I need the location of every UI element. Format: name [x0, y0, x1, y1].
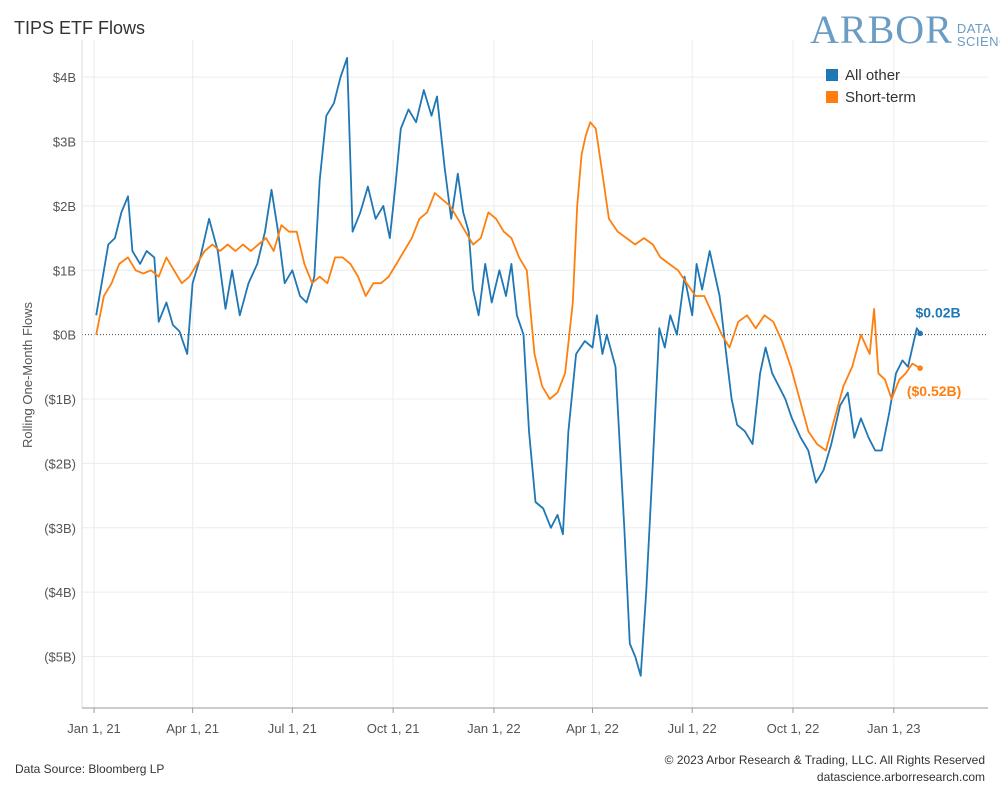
y-axis: $4B $3B $2B $1B $0B ($1B) ($2B) ($3B) ($4B) ($5B): [44, 40, 83, 708]
data-source: Data Source: Bloomberg LP: [15, 762, 165, 776]
end-labels: $0.02B ($0.52B): [907, 304, 961, 399]
legend: All other Short-term: [826, 67, 916, 106]
series-end-label: $0.02B: [915, 304, 960, 320]
legend-label: Short-term: [845, 89, 916, 106]
y-tick-label: $2B: [53, 199, 76, 214]
x-tick-label: Jul 1, 21: [268, 721, 317, 736]
series-end-marker: [917, 330, 923, 337]
y-tick-label: ($4B): [44, 585, 76, 600]
y-tick-label: $0B: [53, 328, 76, 343]
series-line-short-term: [95, 121, 921, 452]
y-tick-label: ($3B): [44, 521, 76, 536]
copyright-text: © 2023 Arbor Research & Trading, LLC. Al…: [664, 753, 985, 767]
y-tick-label: $3B: [53, 135, 76, 150]
series-line-all-other: [95, 57, 921, 677]
logo-sub-line-1: DATA: [956, 21, 992, 36]
x-tick-label: Oct 1, 22: [767, 721, 820, 736]
series-end-label: ($0.52B): [907, 383, 961, 399]
gridlines: [82, 40, 988, 708]
x-tick-label: Jan 1, 23: [867, 721, 921, 736]
y-tick-label: $4B: [53, 70, 76, 85]
legend-swatch: [826, 91, 838, 103]
series-lines: [95, 57, 923, 677]
x-tick-label: Oct 1, 21: [367, 721, 420, 736]
x-tick-label: Jul 1, 22: [668, 721, 717, 736]
logo-sub-text: DATA SCIENCE: [957, 22, 1000, 48]
site-link[interactable]: datascience.arborresearch.com: [816, 770, 985, 784]
chart-title: TIPS ETF Flows: [14, 18, 146, 38]
x-tick-label: Apr 1, 21: [166, 721, 219, 736]
x-tick-label: Jan 1, 22: [467, 721, 521, 736]
x-tick-label: Jan 1, 21: [67, 721, 121, 736]
arbor-logo: ARBOR DATA SCIENCE: [810, 6, 1000, 50]
legend-label: All other: [845, 67, 900, 84]
x-axis: Jan 1, 21 Apr 1, 21 Jul 1, 21 Oct 1, 21 Jan …: [67, 707, 988, 736]
logo-sub-line-2: SCIENCE: [956, 34, 1000, 49]
y-tick-label: ($2B): [44, 456, 76, 471]
series-end-marker: [917, 365, 923, 371]
line-chart: $4B $3B $2B $1B $0B ($1B) ($2B) ($3B) ($4B) ($5B)…: [20, 40, 988, 736]
logo-main-text: ARBOR: [810, 7, 953, 52]
footer-credits: © 2023 Arbor Research & Trading, LLC. Al…: [665, 752, 985, 786]
y-tick-label: ($1B): [44, 392, 76, 407]
x-tick-label: Apr 1, 22: [566, 721, 619, 736]
y-tick-label: $1B: [53, 263, 76, 278]
y-axis-label: Rolling One-Month Flows: [20, 302, 35, 448]
y-tick-label: ($5B): [44, 650, 76, 665]
legend-swatch: [826, 69, 838, 81]
